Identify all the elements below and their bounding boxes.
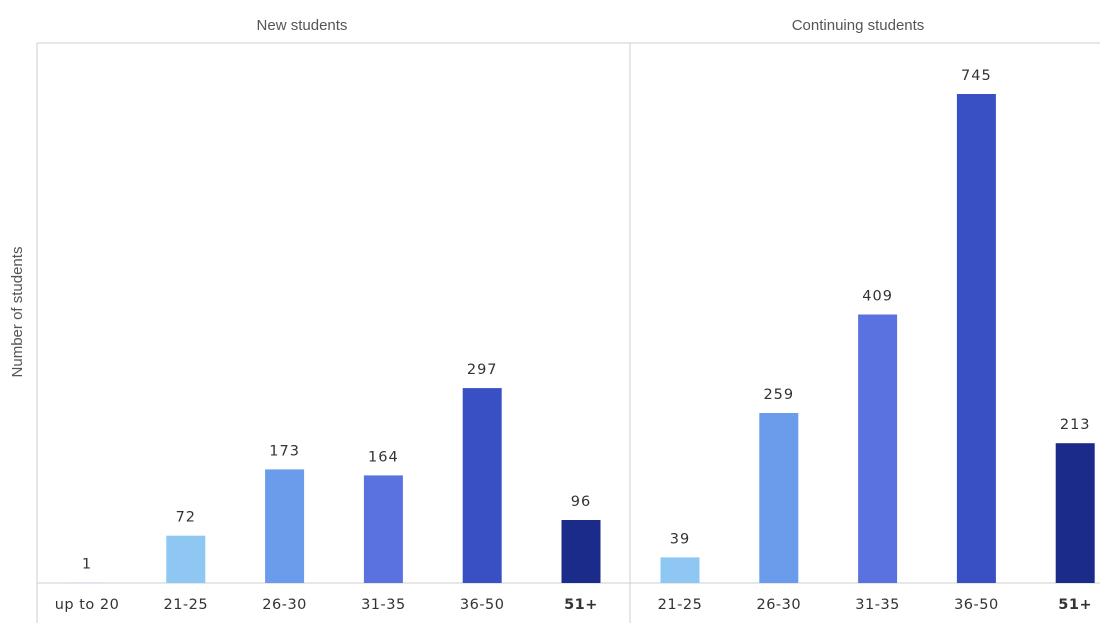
value-label: 39 <box>670 531 690 547</box>
bar-new-51plus <box>561 520 601 583</box>
value-label: 164 <box>368 449 399 465</box>
category-label: 36-50 <box>460 597 505 613</box>
category-label: 21-25 <box>163 597 208 613</box>
bar-new-up-to-20 <box>67 582 107 583</box>
bar-continuing-21-25 <box>660 557 700 583</box>
bar-continuing-36-50 <box>956 94 996 583</box>
value-label: 409 <box>862 289 893 305</box>
category-label: up to 20 <box>55 597 120 613</box>
labels-layer: 1 up to 20 72 21-25 173 26-30 164 31-35 297 36-50… <box>55 68 1092 613</box>
bar-new-36-50 <box>462 388 502 583</box>
category-label: 36-50 <box>954 597 999 613</box>
category-label: 26-30 <box>262 597 307 613</box>
bar-continuing-31-35 <box>858 314 898 583</box>
value-label: 96 <box>571 494 591 510</box>
bar-new-21-25 <box>166 535 206 583</box>
panel-title-continuing: Continuing students <box>792 17 925 34</box>
panel-title-new: New students <box>257 17 348 34</box>
category-label: 51+ <box>1058 597 1092 613</box>
value-label: 745 <box>961 68 992 84</box>
category-label: 51+ <box>564 597 598 613</box>
category-label: 26-30 <box>756 597 801 613</box>
bar-new-31-35 <box>363 475 403 583</box>
value-label: 1 <box>82 556 92 572</box>
value-label: 173 <box>269 443 300 459</box>
bars-layer <box>67 94 1095 583</box>
bar-new-26-30 <box>265 469 305 583</box>
value-label: 259 <box>763 387 794 403</box>
y-axis-label: Number of students <box>9 247 26 378</box>
category-label: 31-35 <box>855 597 900 613</box>
value-label: 213 <box>1060 417 1091 433</box>
category-label: 31-35 <box>361 597 406 613</box>
bar-continuing-51plus <box>1055 443 1095 583</box>
category-label: 21-25 <box>658 597 703 613</box>
value-label: 72 <box>176 510 196 526</box>
bar-continuing-26-30 <box>759 413 799 583</box>
value-label: 297 <box>467 362 498 378</box>
